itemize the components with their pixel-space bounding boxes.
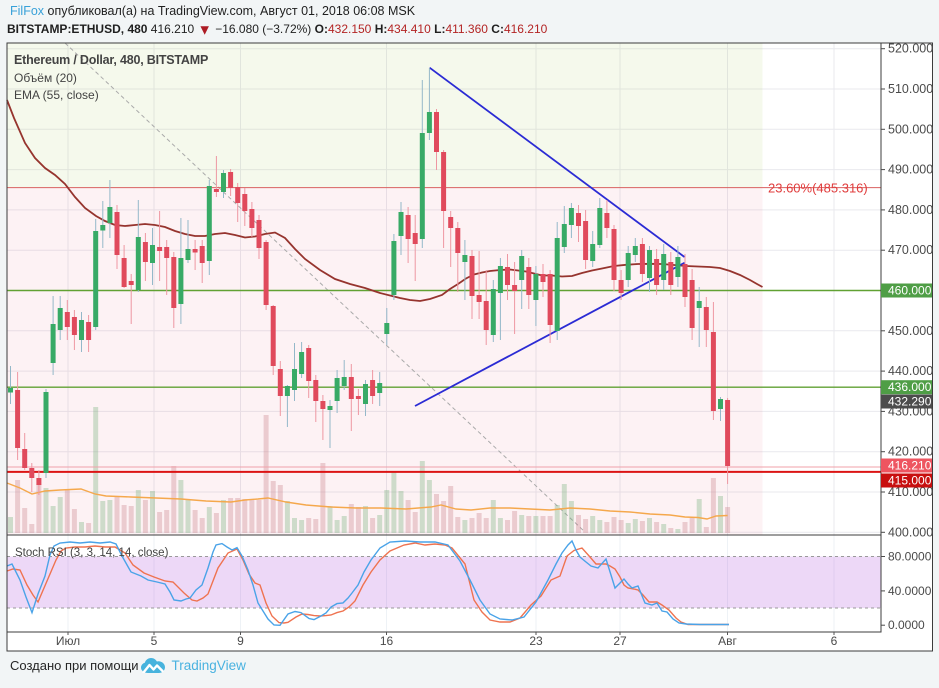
svg-text:510.000: 510.000	[888, 82, 933, 96]
svg-text:9: 9	[237, 634, 244, 648]
svg-text:27: 27	[613, 634, 627, 648]
svg-text:40.0000: 40.0000	[888, 584, 932, 598]
svg-text:16: 16	[380, 634, 394, 648]
svg-text:80.0000: 80.0000	[888, 550, 932, 564]
svg-text:Stoch RSI (3, 3, 14, 14, close: Stoch RSI (3, 3, 14, 14, close)	[15, 547, 169, 559]
svg-text:6: 6	[831, 634, 838, 648]
svg-text:Авг: Авг	[718, 634, 737, 648]
svg-text:450.000: 450.000	[888, 324, 933, 338]
svg-text:Июл: Июл	[56, 634, 80, 648]
svg-text:Ethereum / Dollar, 480, BITSTA: Ethereum / Dollar, 480, BITSTAMP	[14, 53, 208, 67]
svg-text:23.60%(485.316): 23.60%(485.316)	[768, 181, 868, 196]
svg-text:0.0000: 0.0000	[888, 618, 925, 632]
svg-text:436.000: 436.000	[888, 380, 932, 394]
svg-text:Объём (20): Объём (20)	[14, 71, 77, 85]
svg-text:EMA (55, close): EMA (55, close)	[14, 88, 99, 102]
svg-text:440.000: 440.000	[888, 364, 933, 378]
svg-text:5: 5	[151, 634, 158, 648]
svg-text:416.210: 416.210	[888, 459, 932, 473]
svg-text:490.000: 490.000	[888, 163, 933, 177]
svg-text:432.290: 432.290	[888, 395, 932, 409]
svg-text:480.000: 480.000	[888, 203, 933, 217]
svg-text:410.000: 410.000	[888, 485, 933, 499]
svg-text:460.000: 460.000	[888, 284, 932, 298]
svg-text:420.000: 420.000	[888, 445, 933, 459]
svg-text:400.000: 400.000	[888, 525, 933, 539]
svg-text:23: 23	[529, 634, 543, 648]
svg-text:470.000: 470.000	[888, 243, 933, 257]
svg-text:500.000: 500.000	[888, 122, 933, 136]
svg-text:415.000: 415.000	[888, 474, 932, 488]
svg-text:520.000: 520.000	[888, 42, 933, 56]
